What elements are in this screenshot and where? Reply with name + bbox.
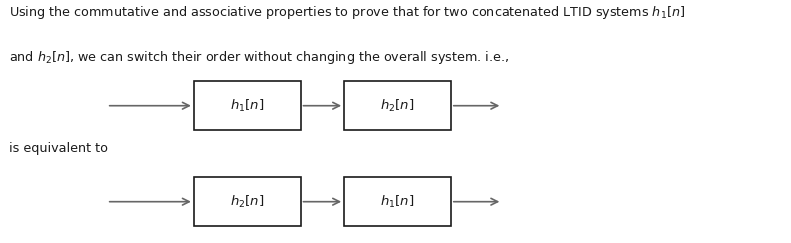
Bar	[194, 81, 301, 130]
Text: is equivalent to: is equivalent to	[9, 142, 108, 155]
Bar	[344, 81, 451, 130]
Text: $h_2[n]$: $h_2[n]$	[230, 194, 264, 210]
Bar	[194, 177, 301, 226]
Bar	[344, 177, 451, 226]
Text: $h_2[n]$: $h_2[n]$	[380, 98, 414, 114]
Text: and $h_2[n]$, we can switch their order without changing the overall system. i.e: and $h_2[n]$, we can switch their order …	[9, 49, 509, 66]
Text: $h_1[n]$: $h_1[n]$	[380, 194, 414, 210]
Text: Using the commutative and associative properties to prove that for two concatena: Using the commutative and associative pr…	[9, 4, 686, 21]
Text: $h_1[n]$: $h_1[n]$	[230, 98, 264, 114]
